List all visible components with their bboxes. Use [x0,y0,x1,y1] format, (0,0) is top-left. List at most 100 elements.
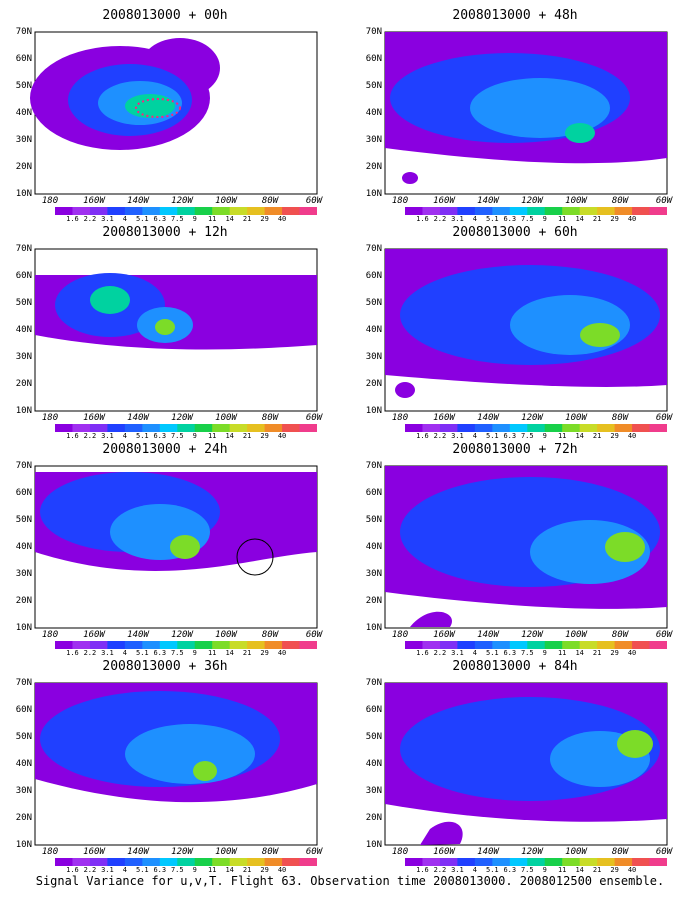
colorbar-swatch [72,207,91,215]
lon-tick-label: 100W [215,413,237,423]
colorbar-swatch [457,641,476,649]
colorbar-tick-label: 7.5 [170,215,184,223]
colorbar-swatch [597,207,616,215]
lat-tick-label: 40N [365,108,382,118]
colorbar-swatch [282,641,301,649]
colorbar-tick-label: 1.6 [66,215,79,223]
colorbar-tick-label: 4 [472,215,477,223]
colorbar-tick-label: 9 [542,649,547,657]
colorbar-tick-label: 9 [192,649,197,657]
colorbar-swatch [247,641,266,649]
panel-title: 2008013000 + 48h [452,8,578,23]
colorbar-swatch [562,641,581,649]
colorbar-swatch [159,858,178,866]
lat-tick-label: 60N [15,488,32,498]
colorbar-swatch [439,207,458,215]
lon-tick-label: 180 [41,847,59,857]
lat-tick-label: 10N [15,189,32,199]
colorbar-tick-label: 21 [592,649,602,657]
colorbar-swatch [632,424,651,432]
colorbar-swatch [457,424,476,432]
lat-tick-label: 60N [15,271,32,281]
lon-tick-label: 140W [477,196,499,206]
panel-title: 2008013000 + 12h [102,225,228,240]
lon-tick-label: 180 [41,413,59,423]
lon-tick-label: 140W [127,630,149,640]
colorbar-swatch [282,207,301,215]
colorbar-swatch [72,858,91,866]
colorbar-tick-label: 14 [575,649,584,657]
lat-tick-label: 40N [365,325,382,335]
colorbar-swatch [457,207,476,215]
lon-tick-label: 180 [391,630,409,640]
colorbar-tick-label: 5.1 [486,866,499,874]
colorbar-swatch [474,641,493,649]
colorbar-tick-label: 3.1 [101,432,114,440]
lat-tick-label: 20N [15,596,32,606]
colorbar-swatch [212,641,231,649]
lon-tick-label: 120W [171,413,193,423]
colorbar-swatch [527,424,546,432]
variance-map [384,465,668,629]
colorbar-swatch [544,207,563,215]
colorbar-tick-label: 1.6 [416,866,429,874]
colorbar-tick-label: 1.6 [416,215,429,223]
colorbar-swatch [107,424,126,432]
lon-tick-label: 80W [261,847,279,857]
colorbar-tick-label: 29 [260,432,269,440]
lat-tick-label: 40N [15,108,32,118]
colorbar-swatch [299,858,317,866]
colorbar [405,424,667,432]
colorbar-swatch [229,424,248,432]
variance-map [34,682,318,846]
colorbar-tick-label: 11 [557,215,567,223]
lon-tick-label: 140W [127,196,149,206]
variance-map [34,248,318,412]
lon-tick-label: 160W [83,630,105,640]
colorbar-swatch [509,207,528,215]
lat-tick-label: 10N [15,840,32,850]
colorbar-swatch [229,641,248,649]
colorbar [405,858,667,866]
colorbar-tick-label: 7.5 [520,649,534,657]
colorbar-swatch [562,207,581,215]
colorbar-tick-label: 5.1 [136,432,149,440]
lon-tick-label: 160W [433,413,455,423]
lon-tick-label: 60W [305,630,323,640]
colorbar-tick-label: 14 [225,215,234,223]
map-panel-12h: 2008013000 + 12h 70N 60N 50N 40N 30N 20N 10N 18… [0,225,330,440]
lon-tick-label: 60W [305,196,323,206]
colorbar-tick-label: 40 [627,215,637,223]
colorbar-tick-label: 29 [610,215,619,223]
lat-tick-label: 20N [15,162,32,172]
lon-tick-label: 120W [521,630,543,640]
colorbar-tick-label: 6.3 [503,215,517,223]
lon-tick-label: 60W [655,413,673,423]
lon-tick-label: 60W [655,630,673,640]
lon-tick-label: 80W [611,630,629,640]
lat-tick-label: 10N [15,623,32,633]
colorbar-tick-label: 21 [242,215,252,223]
lon-tick-label: 140W [477,413,499,423]
colorbar-swatch [439,641,458,649]
colorbar-swatch [544,641,563,649]
lat-tick-label: 70N [15,678,32,688]
colorbar-tick-label: 7.5 [520,432,534,440]
colorbar-swatch [55,858,73,866]
colorbar-swatch [544,858,563,866]
lat-tick-label: 50N [15,81,32,91]
colorbar-swatch [649,424,667,432]
lat-tick-label: 20N [15,379,32,389]
colorbar-tick-label: 3.1 [101,215,114,223]
colorbar-swatch [194,641,213,649]
colorbar-tick-label: 6.3 [153,649,167,657]
colorbar-tick-label: 3.1 [451,649,464,657]
colorbar-swatch [614,858,633,866]
lon-tick-label: 120W [521,196,543,206]
colorbar-swatch [509,424,528,432]
lon-tick-label: 80W [611,196,629,206]
colorbar-tick-label: 29 [610,432,619,440]
panel-title: 2008013000 + 24h [102,442,228,457]
colorbar-swatch [474,207,493,215]
colorbar-tick-label: 40 [277,649,287,657]
